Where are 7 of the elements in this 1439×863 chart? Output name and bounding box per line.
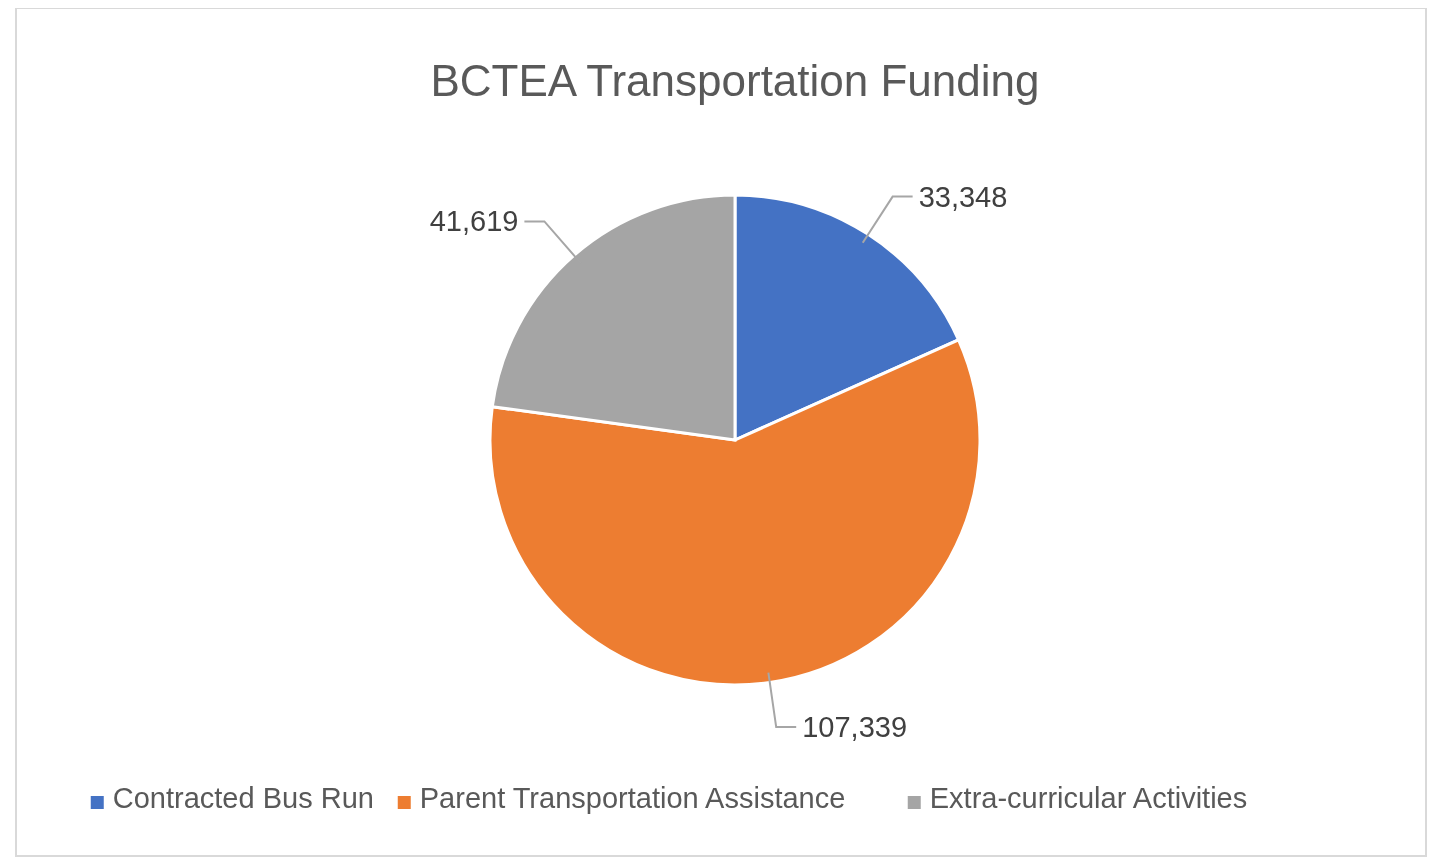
legend-label: Parent Transportation Assistance — [419, 782, 846, 814]
chart-title: BCTEA Transportation Funding — [430, 56, 1040, 105]
data-label: 33,348 — [918, 180, 1008, 213]
data-label: 41,619 — [429, 205, 519, 238]
legend-label: Contracted Bus Run — [112, 782, 374, 814]
data-label: 107,339 — [802, 711, 908, 744]
legend-label: Extra-curricular Activities — [929, 782, 1248, 814]
